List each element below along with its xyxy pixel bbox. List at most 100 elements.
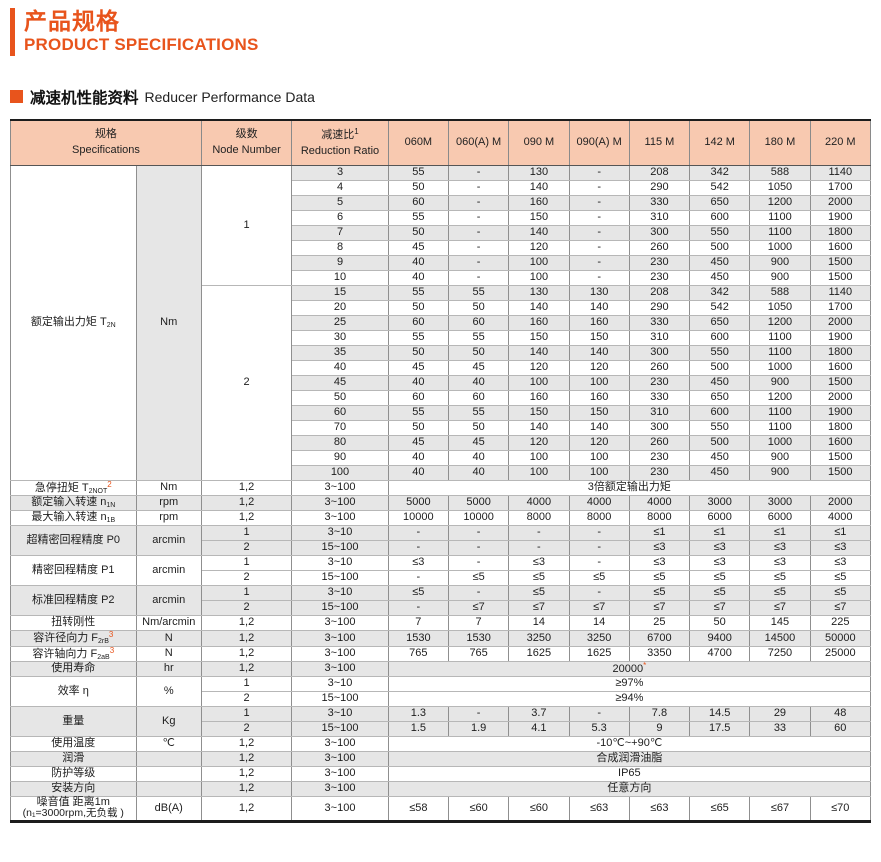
value-cell: ≤7	[809, 600, 872, 617]
value-cell: 100	[508, 374, 570, 391]
col-header-spec: 规格 Specifications	[10, 119, 202, 166]
value-cell: 542	[689, 179, 751, 196]
node-cell: 1,2	[200, 795, 293, 822]
value-cell: 1900	[809, 329, 872, 346]
value-cell: 100	[568, 464, 630, 481]
value-cell: -	[447, 179, 510, 196]
value-cell: 1100	[749, 224, 811, 241]
ratio-cell: 3~100	[291, 479, 389, 497]
value-cell: ≤3	[689, 540, 751, 557]
value-cell: 140	[508, 299, 570, 316]
node-cell: 2	[200, 690, 293, 707]
ratio-cell: 15~100	[291, 600, 389, 617]
col-header-model: 060M	[387, 119, 449, 166]
ratio-cell: 80	[291, 434, 389, 451]
value-cell: 50	[447, 299, 510, 316]
value-cell: 1500	[809, 254, 872, 271]
value-cell: -	[568, 209, 630, 226]
value-cell: 1600	[809, 239, 872, 256]
value-cell: 140	[568, 299, 630, 316]
value-cell: 5000	[387, 495, 449, 512]
value-cell: 900	[749, 449, 811, 466]
value-cell: 40	[447, 449, 510, 466]
value-cell: 550	[689, 344, 751, 361]
value-cell: -	[508, 525, 570, 542]
value-cell: 145	[749, 615, 811, 632]
value-cell: 450	[689, 269, 751, 286]
value-cell: ≤58	[387, 795, 449, 822]
spec-table-head: 规格 Specifications 级数 Node Number 减速比1 Reducti…	[10, 119, 872, 166]
value-cell: ≤5	[508, 570, 570, 587]
value-cell: 160	[568, 314, 630, 331]
value-cell: 40	[387, 464, 449, 481]
value-cell: 1800	[809, 419, 872, 436]
value-cell: ≤3	[628, 555, 691, 572]
value-cell: 40	[387, 269, 449, 286]
col-header-model: 115 M	[628, 119, 691, 166]
value-cell: 55	[387, 284, 449, 301]
value-cell: 50	[387, 419, 449, 436]
unit-cell	[135, 765, 202, 782]
spec-table: 规格 Specifications 级数 Node Number 减速比1 Reducti…	[10, 118, 872, 823]
value-cell: 60	[387, 389, 449, 406]
value-cell: -	[447, 585, 510, 602]
value-cell: ≤5	[689, 570, 751, 587]
ratio-cell: 3~100	[291, 510, 389, 527]
node-cell: 1	[200, 675, 293, 692]
value-cell: 40	[447, 464, 510, 481]
unit-cell: rpm	[135, 510, 202, 527]
ratio-cell: 3~100	[291, 765, 389, 782]
merged-value-cell: 合成润滑油脂	[387, 750, 872, 767]
value-cell: 1100	[749, 209, 811, 226]
ratio-cell: 45	[291, 374, 389, 391]
value-cell: 25000	[809, 645, 872, 662]
unit-cell: arcmin	[135, 525, 202, 557]
value-cell: 310	[628, 329, 691, 346]
value-cell: 1140	[809, 284, 872, 301]
ratio-cell: 35	[291, 344, 389, 361]
node-cell: 2	[200, 600, 293, 617]
node-cell: 1,2	[200, 750, 293, 767]
value-cell: 33	[749, 720, 811, 737]
value-cell: ≤3	[628, 540, 691, 557]
unit-cell: arcmin	[135, 585, 202, 617]
ratio-cell: 60	[291, 404, 389, 421]
value-cell: 150	[508, 209, 570, 226]
value-cell: 260	[628, 434, 691, 451]
col-header-node: 级数 Node Number	[200, 119, 293, 166]
node-cell: 1	[200, 585, 293, 602]
value-cell: 100	[508, 269, 570, 286]
value-cell: 588	[749, 284, 811, 301]
value-cell: 450	[689, 254, 751, 271]
spec-label: 重量	[10, 705, 137, 737]
value-cell: 160	[568, 389, 630, 406]
value-cell: 55	[387, 209, 449, 226]
node-cell: 1	[200, 705, 293, 722]
value-cell: 130	[508, 284, 570, 301]
unit-cell: dB(A)	[135, 795, 202, 822]
node-cell: 1,2	[200, 765, 293, 782]
value-cell: 900	[749, 269, 811, 286]
value-cell: ≤7	[447, 600, 510, 617]
ratio-cell: 30	[291, 329, 389, 346]
value-cell: 55	[447, 284, 510, 301]
ratio-cell: 3~10	[291, 525, 389, 542]
value-cell: ≤1	[628, 525, 691, 542]
ratio-cell: 4	[291, 179, 389, 196]
ratio-cell: 40	[291, 359, 389, 376]
value-cell: 1700	[809, 179, 872, 196]
value-cell: 1.9	[447, 720, 510, 737]
value-cell: 55	[387, 404, 449, 421]
unit-cell: Nm	[135, 164, 202, 481]
value-cell: ≤3	[508, 555, 570, 572]
value-cell: ≤5	[749, 585, 811, 602]
value-cell: 150	[568, 404, 630, 421]
unit-cell: Kg	[135, 705, 202, 737]
value-cell: 2000	[809, 495, 872, 512]
value-cell: 8000	[628, 510, 691, 527]
value-cell: 45	[387, 434, 449, 451]
value-cell: 1700	[809, 299, 872, 316]
value-cell: 45	[387, 239, 449, 256]
value-cell: -	[508, 540, 570, 557]
value-cell: 9400	[689, 630, 751, 647]
